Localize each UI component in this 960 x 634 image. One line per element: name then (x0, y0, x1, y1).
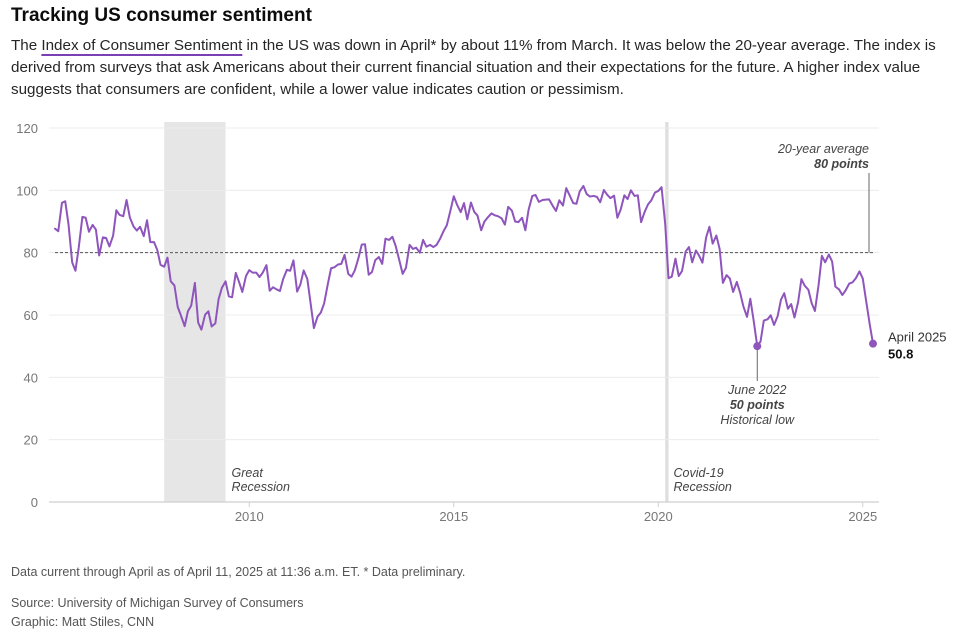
y-tick-label: 120 (16, 121, 38, 136)
source-note: Source: University of Michigan Survey of… (11, 596, 304, 610)
recession-label-line2: Recession (674, 480, 732, 494)
description-intro: The (11, 37, 42, 54)
y-tick-label: 20 (24, 433, 38, 448)
x-tick-label: 2015 (439, 509, 468, 524)
y-tick-label: 80 (24, 246, 38, 261)
average-label-line1: 20-year average (777, 142, 869, 156)
chart-title: Tracking US consumer sentiment (11, 5, 312, 26)
data-note: Data current through April as of April 1… (11, 565, 466, 579)
low-label-line2: 50 points (730, 398, 785, 412)
y-tick-label: 40 (24, 370, 38, 385)
recession-label-line1: Great (232, 466, 264, 480)
low-point-marker (753, 342, 762, 351)
x-tick-label: 2025 (848, 509, 877, 524)
latest-label-line2: 50.8 (888, 347, 913, 362)
chart-description: The Index of Consumer Sentiment in the U… (11, 35, 951, 101)
low-label-line1: June 2022 (727, 383, 786, 397)
recession-label-line1: Covid-19 (674, 466, 724, 480)
x-tick-label: 2020 (644, 509, 673, 524)
sentiment-line (54, 184, 874, 348)
consumer-sentiment-link[interactable]: Index of Consumer Sentiment (41, 37, 243, 54)
x-tick-label: 2010 (235, 509, 264, 524)
y-tick-label: 0 (31, 495, 38, 510)
graphic-credit: Graphic: Matt Stiles, CNN (11, 615, 155, 629)
average-label-line2: 80 points (814, 157, 869, 171)
latest-label-line1: April 2025 (888, 330, 947, 345)
y-tick-label: 100 (16, 183, 38, 198)
latest-point-marker (869, 339, 877, 348)
low-label-line3: Historical low (720, 413, 795, 427)
recession-label-line2: Recession (232, 480, 290, 494)
description-body: in the US was down in April* by about 11… (11, 37, 936, 98)
covid-recession-band (665, 122, 669, 502)
y-tick-label: 60 (24, 308, 38, 323)
great-recession-band (164, 122, 226, 502)
